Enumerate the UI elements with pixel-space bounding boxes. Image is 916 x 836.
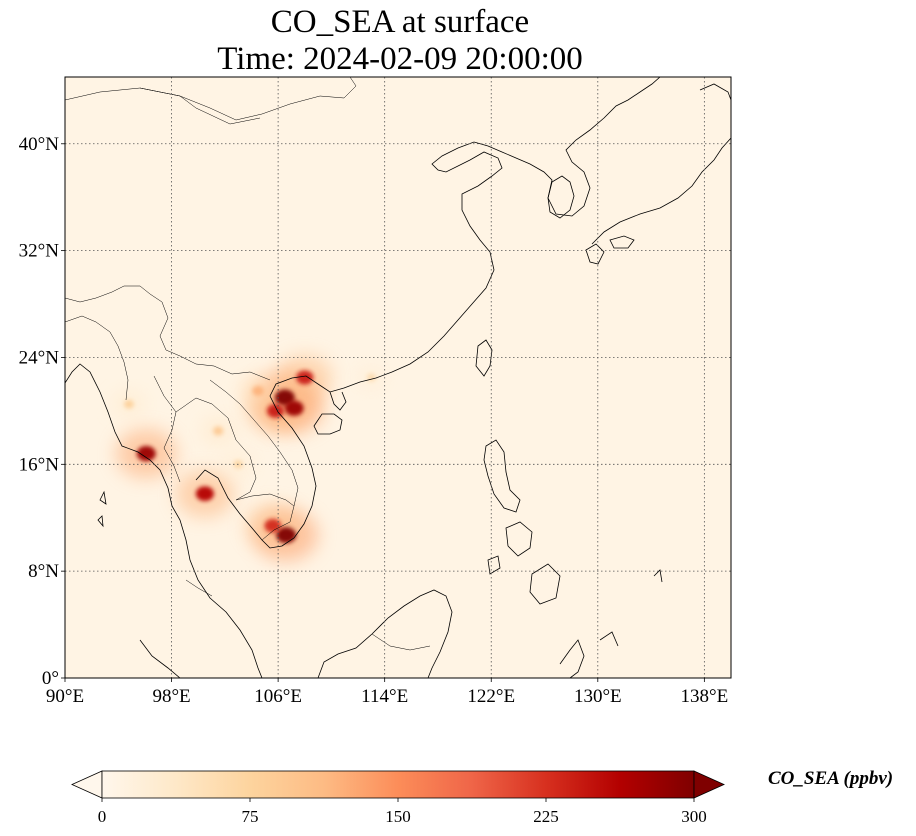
- colorbar-tick-label-4: 300: [681, 807, 707, 826]
- y-tick-label-2: 16°N: [19, 454, 60, 475]
- colorbar-body: [101, 770, 695, 799]
- border-malaysia-thailand: [185, 579, 213, 597]
- colorbar-extend-high: [693, 770, 725, 799]
- coastline-japan-kyushu: [585, 243, 605, 265]
- coastline-japan-hokkaido: [699, 83, 731, 101]
- x-axis: 90°E 98°E 106°E 114°E 122°E 130°E 138°E: [46, 678, 728, 707]
- co-hotspot-6: [136, 445, 156, 462]
- y-tick-label-0: 0°: [42, 668, 59, 689]
- colorbar-tick-label-3: 225: [533, 807, 559, 826]
- y-tick-label-5: 40°N: [19, 134, 60, 155]
- coastline-japan-honshu: [591, 137, 731, 245]
- co-hotspot-10: [124, 399, 134, 409]
- chart-subtitle: Time: 2024-02-09 20:00:00: [217, 41, 583, 77]
- co-hotspot-1: [284, 400, 304, 416]
- y-tick-label-1: 8°N: [28, 561, 59, 582]
- x-tick-label-4: 122°E: [467, 686, 515, 707]
- coastline-leizhou: [329, 391, 347, 411]
- coastline-sumatra-malaya: [139, 639, 181, 678]
- border-cambodia: [235, 493, 295, 541]
- colorbar-tick-label-2: 150: [385, 807, 411, 826]
- border-laos-vietnam: [209, 379, 299, 507]
- y-tick-label-4: 32°N: [19, 241, 60, 262]
- x-tick-label-6: 138°E: [681, 686, 729, 707]
- border-china-north: [65, 77, 357, 121]
- gridlines: [65, 77, 731, 678]
- colorbar-tick-label-0: 0: [98, 807, 107, 826]
- country-borders: [65, 77, 431, 651]
- x-tick-label-5: 130°E: [574, 686, 622, 707]
- chart-title: CO_SEA at surface: [270, 4, 530, 40]
- colorbar-extend-low: [71, 770, 103, 799]
- x-tick-label-0: 90°E: [46, 686, 84, 707]
- border-china-south-west: [65, 285, 271, 381]
- coastline-hainan: [313, 413, 343, 435]
- y-axis: 0° 8°N 16°N 24°N 32°N 40°N: [19, 134, 65, 689]
- border-myanmar-thailand: [153, 375, 181, 483]
- co-hotspot-3: [296, 370, 314, 385]
- coastlines: [65, 77, 731, 678]
- border-india-myanmar: [65, 315, 129, 401]
- colorbar-tick-label-1: 75: [242, 807, 259, 826]
- co-hotspot-layer: [124, 370, 376, 544]
- coastline-andaman: [97, 490, 107, 528]
- co-hotspot-9: [213, 426, 224, 436]
- map-frame: [64, 76, 732, 679]
- x-tick-label-3: 114°E: [361, 686, 408, 707]
- x-tick-label-1: 98°E: [152, 686, 190, 707]
- x-tick-label-2: 106°E: [254, 686, 302, 707]
- coastline-taiwan: [475, 339, 493, 377]
- border-borneo: [371, 633, 431, 651]
- coastline-luzon: [483, 439, 521, 513]
- coastline-japan-shikoku: [609, 235, 635, 249]
- coastline-borneo: [317, 589, 453, 678]
- coastline-sulawesi-moluccas: [559, 569, 663, 678]
- border-thailand-laos: [175, 397, 257, 501]
- co-hotspot-7: [195, 486, 214, 502]
- coastline-gulf-of-thailand: [195, 77, 661, 549]
- map-background: [65, 77, 731, 678]
- colorbar: 0 75 150 225 300: [71, 770, 725, 826]
- coastline-korea: [547, 175, 575, 219]
- colorbar-ticks: 0 75 150 225 300: [98, 798, 707, 826]
- y-tick-label-3: 24°N: [19, 347, 60, 368]
- border-mongolia: [139, 87, 261, 125]
- map-plot-area: [64, 76, 732, 679]
- co-hotspot-5: [264, 518, 282, 533]
- coastline-mainland-asia: [65, 363, 263, 678]
- co-hotspot-4: [276, 527, 297, 544]
- colorbar-label: CO_SEA (ppbv): [768, 768, 894, 789]
- co-hotspot-8: [252, 385, 264, 396]
- coastline-philippines-south: [487, 521, 561, 605]
